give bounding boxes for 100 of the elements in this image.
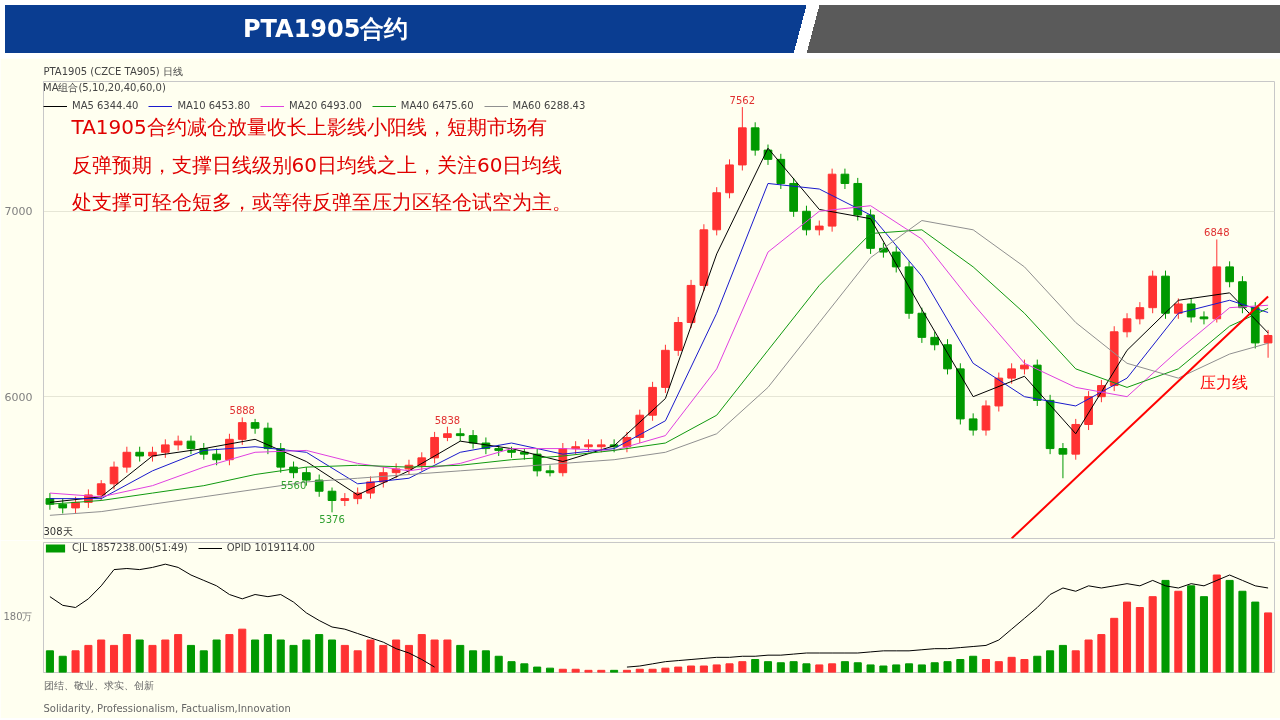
bar <box>238 628 247 673</box>
bar <box>430 639 439 673</box>
bar <box>1251 601 1260 673</box>
candlestick <box>930 331 940 351</box>
chart-subtitle: PTA1905 (CZCE TA905) 日线 <box>43 65 183 77</box>
bar <box>97 639 106 673</box>
bar <box>699 665 708 673</box>
bar <box>404 644 413 673</box>
candlestick <box>186 435 196 455</box>
bar <box>828 663 837 673</box>
bar <box>1135 607 1144 673</box>
bar <box>417 634 426 673</box>
legend-label: MA60 6288.43 <box>512 100 586 111</box>
bar <box>687 665 696 673</box>
bar <box>674 666 683 673</box>
bar <box>366 639 375 673</box>
bar <box>481 650 490 673</box>
bar <box>1187 585 1196 673</box>
bar <box>469 650 478 673</box>
bar <box>981 659 991 673</box>
annotation: TA1905合约减仓放量收长上影线小阳线，短期市场有 <box>70 115 547 140</box>
bar <box>1046 650 1055 673</box>
bar <box>1238 590 1247 673</box>
bar <box>225 634 234 673</box>
legend-label: OPID 1019114.00 <box>226 542 315 553</box>
bar <box>1007 656 1016 673</box>
bar <box>289 644 298 673</box>
bar <box>507 661 516 673</box>
chart-title: PTA1905合约 <box>243 14 409 45</box>
bar <box>45 650 54 673</box>
candlestick <box>1122 312 1132 338</box>
y-tick-label: 7000 <box>4 205 33 219</box>
bar <box>571 668 580 673</box>
candlestick <box>840 168 850 190</box>
bar <box>327 639 337 673</box>
bar <box>956 659 965 673</box>
legend-label: MA10 6453.80 <box>177 100 251 111</box>
bar <box>1174 590 1183 673</box>
bar <box>648 668 657 673</box>
candlestick <box>1007 362 1016 385</box>
candlestick <box>430 431 439 464</box>
bar <box>892 664 901 673</box>
bar <box>276 639 285 673</box>
candlestick <box>96 479 106 501</box>
annotation: 308天 <box>43 525 73 537</box>
bar <box>789 661 798 673</box>
bar <box>1020 659 1029 673</box>
candlestick <box>160 438 170 459</box>
candlestick <box>968 412 978 437</box>
legend-label: MA20 6493.00 <box>289 100 362 111</box>
bar <box>1058 644 1067 673</box>
candlestick <box>327 487 337 513</box>
bar <box>302 639 311 673</box>
candlestick <box>1173 297 1183 320</box>
bar <box>661 667 670 673</box>
candlestick <box>1225 260 1234 288</box>
bar <box>494 655 503 673</box>
bar <box>802 663 811 673</box>
candlestick <box>750 121 760 157</box>
bar <box>738 661 747 673</box>
bar <box>905 663 914 673</box>
bar <box>533 666 542 673</box>
bar <box>994 661 1003 673</box>
legend-title: MA组合(5,10,20,40,60,0) <box>43 81 167 95</box>
candlestick <box>1263 329 1273 359</box>
annotation: 处支撑可轻仓短多，或等待反弹至压力区轻仓试空为主。 <box>71 190 572 215</box>
bar <box>1148 596 1157 673</box>
candlestick <box>173 435 183 451</box>
bar <box>161 639 170 673</box>
candlestick <box>545 464 555 477</box>
bar <box>520 663 529 673</box>
bar <box>879 665 888 673</box>
legend-label: MA5 6344.40 <box>72 100 139 111</box>
candlestick <box>122 446 132 474</box>
bar <box>392 639 401 673</box>
bar <box>1110 617 1119 673</box>
bar <box>1264 612 1273 673</box>
bar <box>930 662 939 673</box>
bar <box>1071 650 1080 673</box>
text: 180万 <box>3 611 33 623</box>
bar <box>443 639 452 673</box>
bar <box>1199 596 1208 673</box>
bar <box>186 644 195 673</box>
bar <box>353 650 362 673</box>
legend-label: MA40 6475.60 <box>400 100 474 111</box>
annotation: 5560 <box>280 480 307 492</box>
bar <box>776 662 785 673</box>
bar <box>71 650 80 673</box>
bar <box>251 639 260 673</box>
bar <box>110 644 119 673</box>
bar <box>84 644 93 673</box>
bar <box>456 644 465 673</box>
bar <box>58 655 67 673</box>
annotation: 反弹预期，支撑日线级别60日均线之上，关注60日均线 <box>71 152 563 177</box>
legend-label: CJL 1857238.00(51:49) <box>72 542 188 553</box>
candlestick <box>237 416 247 446</box>
bar <box>174 634 183 673</box>
candlestick <box>1058 442 1068 479</box>
bar <box>379 644 388 673</box>
text: Solidarity, Professionalism, Factualism,Innovation <box>43 702 291 714</box>
